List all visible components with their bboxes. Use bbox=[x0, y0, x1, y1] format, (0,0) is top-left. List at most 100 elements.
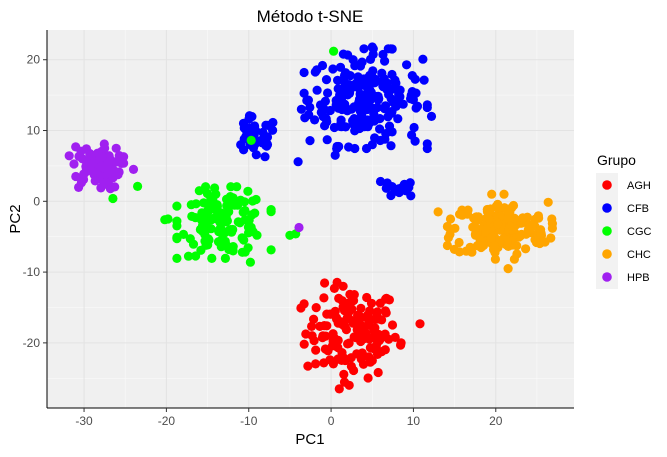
data-point bbox=[183, 251, 194, 261]
data-point bbox=[203, 240, 213, 250]
y-axis-ticks: -20 -10 0 10 20 bbox=[23, 53, 47, 350]
data-point bbox=[311, 303, 321, 313]
data-point bbox=[379, 74, 389, 84]
data-point bbox=[312, 85, 322, 95]
data-point bbox=[232, 182, 242, 192]
data-point bbox=[344, 380, 354, 390]
data-point bbox=[299, 339, 309, 349]
data-point bbox=[318, 331, 328, 341]
data-point bbox=[368, 49, 378, 60]
data-point bbox=[345, 71, 355, 81]
data-points bbox=[64, 42, 558, 394]
y-tick-label: -20 bbox=[23, 336, 41, 350]
data-point bbox=[251, 150, 261, 160]
data-point bbox=[450, 223, 460, 233]
data-point bbox=[320, 344, 330, 354]
data-point bbox=[412, 101, 423, 111]
data-point bbox=[387, 320, 398, 330]
data-point bbox=[386, 108, 396, 118]
legend-label-cgc: CGC bbox=[627, 226, 652, 238]
data-point bbox=[409, 122, 419, 133]
data-point bbox=[402, 60, 412, 70]
data-point bbox=[178, 229, 189, 239]
data-point bbox=[508, 200, 519, 211]
x-axis-ticks: -30 -20 -10 0 10 20 bbox=[75, 408, 503, 428]
data-point bbox=[333, 318, 343, 328]
data-point bbox=[160, 215, 170, 225]
data-point bbox=[246, 135, 256, 145]
legend-swatch-hpb bbox=[602, 272, 612, 282]
data-point bbox=[119, 158, 129, 168]
data-point bbox=[172, 234, 182, 244]
data-point bbox=[97, 152, 107, 162]
data-point bbox=[365, 306, 375, 316]
legend-swatch-agh bbox=[602, 180, 612, 190]
data-point bbox=[71, 171, 81, 182]
data-point bbox=[393, 114, 403, 124]
series-agh bbox=[296, 277, 425, 394]
data-point bbox=[81, 156, 91, 167]
data-point bbox=[466, 247, 476, 257]
data-point bbox=[311, 359, 321, 369]
data-point bbox=[386, 141, 396, 151]
data-point bbox=[310, 115, 320, 125]
data-point bbox=[328, 329, 338, 339]
data-point bbox=[356, 303, 366, 313]
data-point bbox=[217, 235, 227, 245]
data-point bbox=[338, 49, 348, 59]
y-axis-label: PC2 bbox=[7, 204, 24, 233]
data-point bbox=[359, 91, 370, 101]
data-point bbox=[199, 198, 209, 208]
data-point bbox=[349, 295, 359, 306]
data-point bbox=[238, 207, 248, 217]
data-point bbox=[221, 212, 231, 222]
data-point bbox=[172, 216, 182, 226]
data-point bbox=[521, 244, 531, 254]
data-point bbox=[342, 106, 352, 116]
data-point bbox=[484, 214, 494, 224]
data-point bbox=[172, 201, 182, 211]
data-point bbox=[248, 227, 258, 237]
data-point bbox=[390, 75, 400, 85]
data-point bbox=[502, 237, 512, 247]
data-point bbox=[334, 293, 344, 303]
data-point bbox=[211, 189, 221, 199]
data-point bbox=[380, 104, 390, 114]
data-point bbox=[490, 254, 500, 264]
data-point bbox=[411, 88, 421, 98]
x-tick-label: 0 bbox=[328, 414, 335, 428]
data-point bbox=[258, 127, 268, 137]
data-point bbox=[503, 264, 513, 274]
data-point bbox=[342, 304, 352, 314]
data-point bbox=[315, 321, 325, 331]
data-point bbox=[88, 167, 98, 177]
series-hpb bbox=[64, 139, 304, 233]
data-point bbox=[364, 316, 374, 326]
data-point bbox=[307, 331, 317, 341]
data-point bbox=[235, 217, 245, 227]
data-point bbox=[363, 373, 373, 383]
data-point bbox=[207, 253, 217, 263]
data-point bbox=[546, 233, 556, 243]
data-point bbox=[220, 253, 230, 263]
legend-label-agh: AGH bbox=[627, 180, 651, 192]
series-chc bbox=[433, 189, 558, 274]
data-point bbox=[348, 119, 358, 129]
data-point bbox=[320, 278, 330, 288]
data-point bbox=[228, 246, 238, 256]
data-point bbox=[268, 125, 278, 135]
data-point bbox=[103, 167, 113, 177]
data-point bbox=[419, 75, 429, 85]
data-point bbox=[387, 44, 397, 54]
data-point bbox=[382, 85, 392, 95]
data-point bbox=[362, 104, 372, 115]
data-point bbox=[69, 159, 79, 169]
data-point bbox=[339, 369, 349, 379]
data-point bbox=[499, 189, 509, 199]
data-point bbox=[445, 214, 456, 224]
data-point bbox=[357, 57, 367, 67]
data-point bbox=[418, 54, 428, 64]
data-point bbox=[387, 182, 397, 192]
data-point bbox=[260, 152, 270, 162]
